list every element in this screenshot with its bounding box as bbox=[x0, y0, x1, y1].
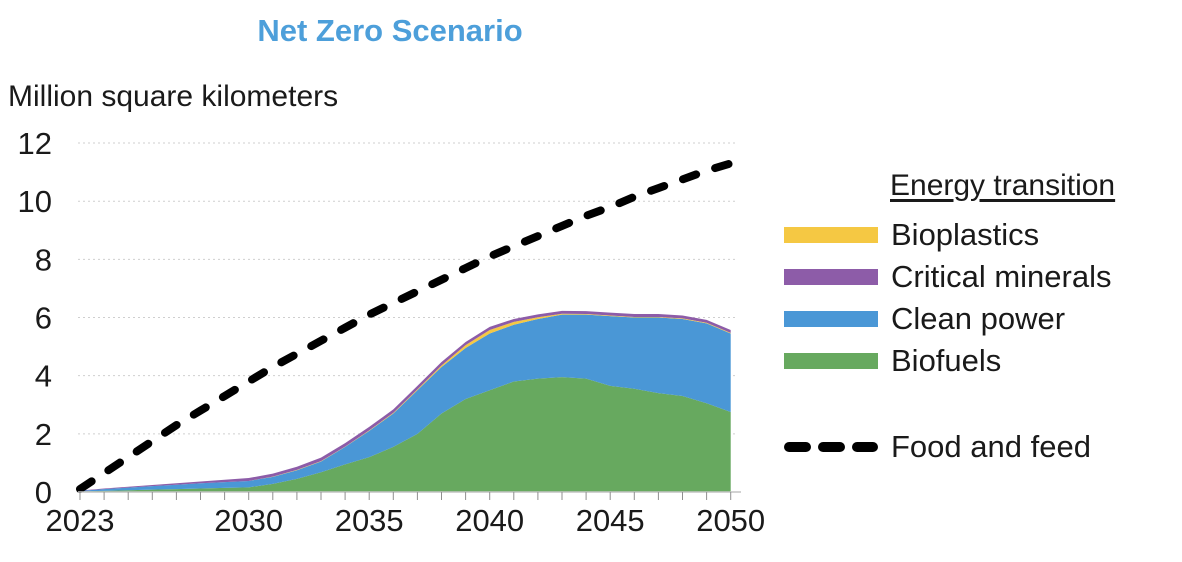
legend-item-label: Bioplastics bbox=[891, 217, 1040, 252]
x-axis-label: 2050 bbox=[696, 503, 765, 538]
y-axis-label: 2 bbox=[35, 417, 52, 452]
legend-group-title: Energy transition bbox=[890, 169, 1116, 202]
x-axis-label: 2030 bbox=[214, 503, 283, 538]
area-clean-power bbox=[80, 314, 731, 492]
legend-item-critical-minerals: Critical minerals bbox=[784, 259, 1112, 294]
y-axis-label: 8 bbox=[35, 242, 52, 277]
food-and-feed-line bbox=[76, 159, 735, 494]
legend-item-food-and-feed: Food and feed bbox=[784, 429, 1091, 464]
biofuels-swatch-icon bbox=[784, 353, 878, 369]
critical-minerals-swatch-icon bbox=[784, 269, 878, 285]
x-axis-label: 2023 bbox=[46, 503, 115, 538]
y-axis-label: 12 bbox=[18, 126, 52, 161]
dashed-line-icon bbox=[784, 442, 878, 452]
y-axis-label: 0 bbox=[35, 475, 52, 510]
y-axis-label: 4 bbox=[35, 359, 52, 394]
legend-item-label: Clean power bbox=[891, 301, 1066, 336]
x-axis-label: 2045 bbox=[576, 503, 645, 538]
legend-item-label: Food and feed bbox=[891, 429, 1091, 464]
x-axis-label: 2035 bbox=[335, 503, 404, 538]
chart-title: Net Zero Scenario bbox=[257, 13, 523, 48]
area-critical-minerals bbox=[80, 310, 731, 491]
legend-item-clean-power: Clean power bbox=[784, 301, 1066, 336]
legend-item-label: Critical minerals bbox=[891, 259, 1112, 294]
y-axis-unit-label: Million square kilometers bbox=[8, 80, 339, 113]
bioplastics-swatch-icon bbox=[784, 227, 878, 243]
legend-item-bioplastics: Bioplastics bbox=[784, 217, 1040, 252]
y-axis-label: 10 bbox=[18, 184, 52, 219]
legend-item-biofuels: Biofuels bbox=[784, 343, 1002, 378]
x-axis-label: 2040 bbox=[455, 503, 524, 538]
area-biofuels bbox=[80, 377, 731, 492]
legend-item-label: Biofuels bbox=[891, 343, 1002, 378]
y-axis-label: 6 bbox=[35, 301, 52, 336]
clean-power-swatch-icon bbox=[784, 311, 878, 327]
